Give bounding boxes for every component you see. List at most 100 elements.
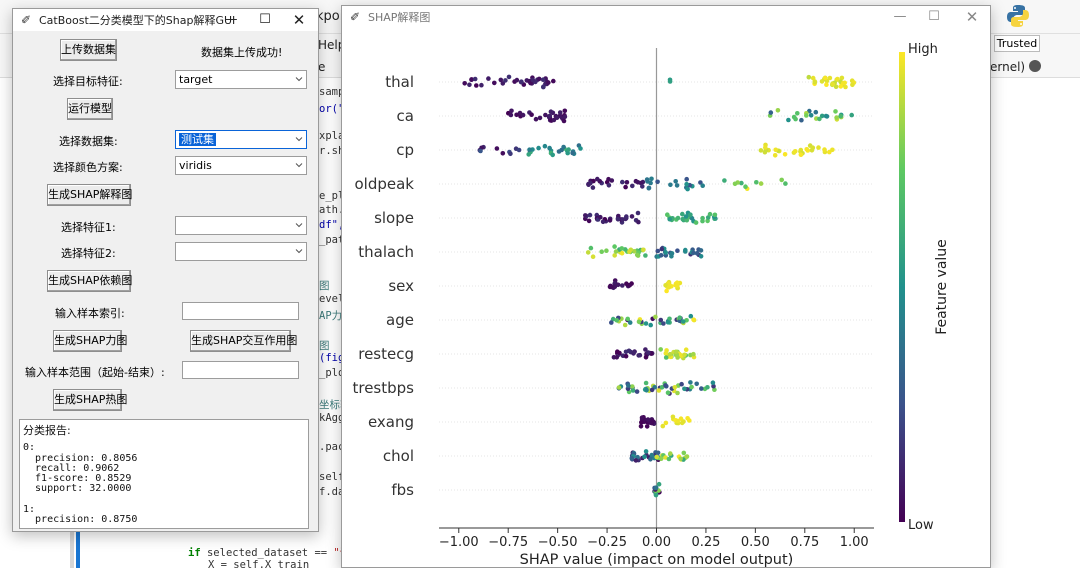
shap-point — [627, 320, 633, 325]
shap-point — [637, 352, 643, 358]
report-line: f1-score: 0.8529 — [23, 473, 132, 484]
shap-point — [795, 111, 800, 116]
shap-point — [653, 314, 658, 320]
report-line: 0: — [23, 442, 36, 454]
shap-point — [500, 151, 506, 156]
shap-point — [643, 380, 649, 386]
shap-point — [830, 82, 836, 87]
generate-force-plot-button[interactable]: 生成SHAP力图 — [53, 330, 127, 352]
shap-point — [633, 458, 639, 463]
generate-shap-plot-button[interactable]: 生成SHAP解释图 — [47, 184, 132, 206]
shap-point — [798, 152, 804, 157]
shap-point — [687, 418, 692, 423]
shap-point — [613, 249, 619, 254]
dataset-label: 选择数据集: — [59, 135, 118, 148]
notebook-title-partial[interactable]: kpoi — [316, 9, 344, 24]
generate-interaction-plot-button[interactable]: 生成SHAP交互作用图 — [190, 330, 297, 352]
shap-titlebar[interactable]: ✐ SHAP解释图 — ☐ ✕ — [342, 6, 990, 28]
report-line: support: 32.0000 — [23, 483, 132, 495]
maximize-icon[interactable]: ☐ — [928, 9, 940, 24]
shap-point — [620, 217, 625, 222]
shap-point — [707, 211, 713, 217]
classification-report-textbox[interactable]: 分类报告: 0: precision: 0.8056 recall: 0.9062… — [19, 419, 309, 529]
shap-plot-window[interactable]: ✐ SHAP解释图 — ☐ ✕ thal ca cp oldpeak slope thal… — [341, 5, 991, 568]
minimize-icon[interactable]: — — [224, 12, 238, 27]
shap-point — [479, 82, 484, 88]
shap-point — [806, 74, 812, 80]
shap-point — [519, 79, 524, 84]
shap-point — [619, 250, 625, 256]
gui-titlebar[interactable]: ✐ CatBoost二分类模型下的Shap解释GUI — ☐ ✕ — [13, 9, 318, 31]
shap-point — [685, 186, 690, 192]
target-select[interactable]: target — [175, 70, 307, 89]
shap-point — [804, 113, 809, 118]
shap-point — [830, 147, 835, 153]
shap-point — [655, 248, 661, 254]
shap-point — [675, 390, 680, 396]
shap-point — [616, 385, 622, 390]
shap-point — [529, 112, 534, 117]
shap-point — [768, 110, 774, 115]
close-icon[interactable]: ✕ — [292, 11, 306, 29]
sample-index-label: 输入样本索引: — [55, 307, 125, 320]
generate-dependence-plot-button[interactable]: 生成SHAP依赖图 — [47, 270, 132, 292]
minimize-icon[interactable]: — — [893, 9, 907, 24]
shap-point — [578, 146, 583, 151]
shap-point — [627, 249, 632, 254]
shap-point — [606, 183, 612, 188]
shap-point — [672, 385, 678, 390]
toolbar-partial[interactable]: e — [318, 60, 326, 74]
generate-heatmap-button[interactable]: 生成SHAP热图 — [53, 389, 127, 411]
dataset-select[interactable]: 测试集 — [175, 130, 307, 149]
chevron-down-icon — [295, 249, 303, 254]
shap-point — [682, 352, 687, 358]
shap-point — [786, 117, 791, 123]
sample-index-input[interactable] — [182, 302, 299, 320]
feature1-label: 选择特征1: — [61, 221, 116, 234]
sample-range-input[interactable] — [182, 361, 299, 379]
shap-point — [462, 81, 467, 86]
shap-point — [681, 319, 686, 324]
shap-point — [661, 321, 666, 326]
shap-point — [773, 147, 778, 153]
maximize-icon[interactable]: ☐ — [259, 12, 271, 27]
report-line: precision: 0.8750 — [23, 513, 138, 525]
feature1-select[interactable] — [175, 216, 307, 235]
shap-point — [583, 213, 588, 218]
color-scheme-select[interactable]: viridis — [175, 156, 307, 175]
menu-help[interactable]: Help — [318, 38, 346, 52]
shap-point — [644, 177, 650, 182]
shap-point — [663, 355, 669, 360]
close-icon[interactable]: ✕ — [965, 8, 979, 26]
shap-point — [689, 384, 694, 390]
colorbar-low-label: Low — [908, 518, 934, 533]
shap-point — [648, 457, 653, 462]
shap-point — [700, 215, 705, 221]
shap-point — [638, 424, 644, 429]
shap-point — [630, 183, 635, 189]
code-line: samp — [319, 86, 345, 98]
trusted-indicator[interactable]: Trusted — [994, 35, 1040, 52]
x-tick-label: 0.50 — [741, 535, 770, 550]
shap-point — [688, 313, 694, 319]
upload-dataset-button[interactable]: 上传数据集 — [60, 39, 117, 61]
shap-point — [668, 182, 673, 188]
feature2-select[interactable] — [175, 242, 307, 261]
shap-point — [838, 113, 844, 119]
shap-point — [649, 387, 655, 393]
x-tick-label: 0.00 — [642, 535, 671, 550]
x-tick-label: 0.75 — [790, 535, 819, 550]
shap-point — [705, 218, 710, 224]
shap-point — [688, 380, 693, 385]
shap-point — [698, 254, 704, 259]
shap-point — [586, 218, 592, 224]
shap-point — [646, 185, 652, 191]
gui-title: CatBoost二分类模型下的Shap解释GUI — [39, 14, 236, 27]
catboost-gui-window[interactable]: ✐ CatBoost二分类模型下的Shap解释GUI — ☐ ✕ 上传数据集 数… — [12, 8, 319, 532]
run-model-button[interactable]: 运行模型 — [67, 98, 113, 120]
feather-icon: ✐ — [21, 13, 32, 27]
shap-point — [527, 147, 532, 152]
shap-point — [643, 449, 649, 454]
shap-point — [675, 215, 681, 221]
active-cell-indicator — [76, 520, 80, 568]
